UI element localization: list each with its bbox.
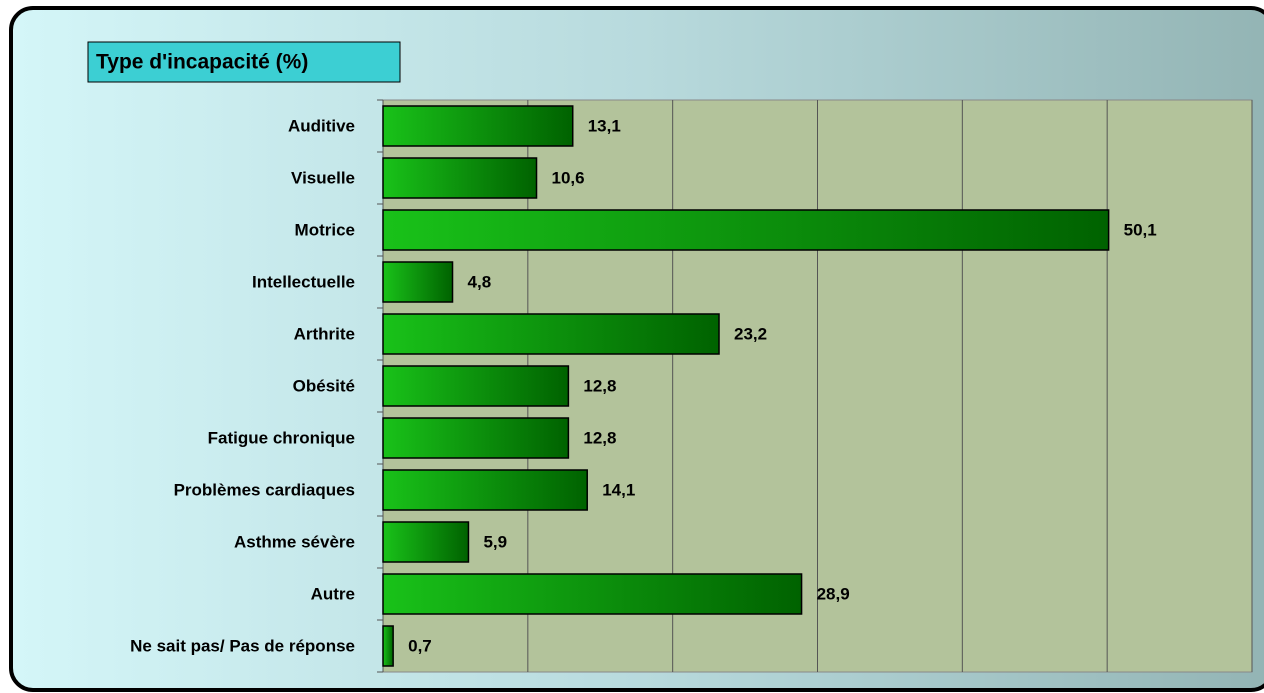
y-tick-label: Obésité xyxy=(293,376,355,395)
y-tick-label: Motrice xyxy=(295,220,355,239)
data-label: 12,8 xyxy=(583,376,616,395)
data-label: 50,1 xyxy=(1124,220,1157,239)
bar xyxy=(382,157,538,199)
y-tick-label: Problèmes cardiaques xyxy=(174,480,355,499)
bar xyxy=(382,417,570,459)
bar xyxy=(382,313,720,355)
y-tick-label: Intellectuelle xyxy=(252,272,355,291)
bar xyxy=(382,469,588,511)
y-tick-label: Ne sait pas/ Pas de réponse xyxy=(130,636,355,655)
bar xyxy=(382,209,1110,251)
bar xyxy=(382,105,574,147)
chart-title: Type d'incapacité (%) xyxy=(96,51,308,74)
y-tick-label: Autre xyxy=(311,584,355,603)
y-tick-label: Visuelle xyxy=(291,168,355,187)
data-label: 13,1 xyxy=(588,116,621,135)
data-label: 14,1 xyxy=(602,480,635,499)
bar xyxy=(382,573,803,615)
bar xyxy=(382,261,454,303)
y-tick-label: Auditive xyxy=(288,116,355,135)
title-box xyxy=(87,41,401,83)
bar xyxy=(382,365,570,407)
data-label: 4,8 xyxy=(468,272,492,291)
data-label: 5,9 xyxy=(483,532,507,551)
data-label: 0,7 xyxy=(408,636,432,655)
y-tick-label: Arthrite xyxy=(294,324,355,343)
data-label: 23,2 xyxy=(734,324,767,343)
y-tick-label: Fatigue chronique xyxy=(208,428,355,447)
data-label: 10,6 xyxy=(552,168,585,187)
data-label: 28,9 xyxy=(817,584,850,603)
bar xyxy=(382,625,394,667)
bar xyxy=(382,521,470,563)
data-label: 12,8 xyxy=(583,428,616,447)
y-tick-label: Asthme sévère xyxy=(234,532,355,551)
